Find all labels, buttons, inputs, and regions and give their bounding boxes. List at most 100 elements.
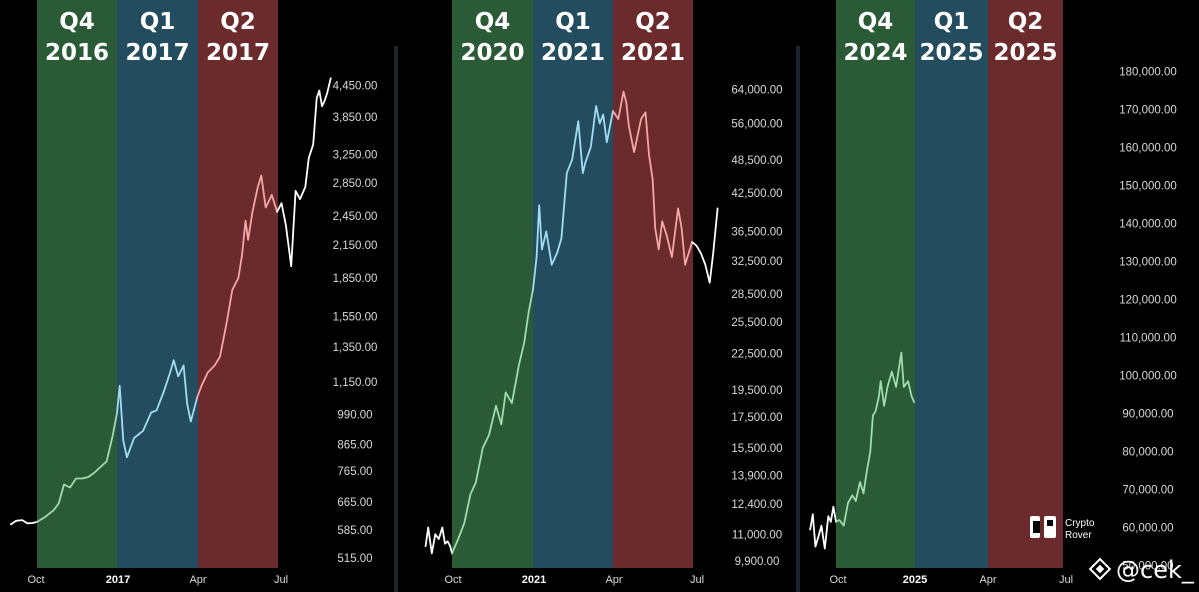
y-tick-label: 42,500.00 (731, 188, 782, 200)
price-line-pre (424, 526, 453, 555)
y-tick-label: 180,000.00 (1119, 66, 1177, 78)
y-tick-label: 60,000.00 (1122, 523, 1173, 535)
y-tick-label: 50,000.00 (1122, 561, 1173, 573)
quarter-band-q4-2016 (37, 0, 117, 568)
y-tick-label: 865.00 (337, 439, 372, 451)
x-tick-label: Jul (690, 574, 704, 586)
y-tick-label: 11,000.00 (732, 529, 782, 541)
y-tick-label: 32,500.00 (731, 256, 782, 268)
quarter-band-q1-2021 (533, 0, 613, 568)
crypto-rover-logo: Crypto Rover (1030, 516, 1095, 541)
x-tick-label: Apr (605, 574, 622, 586)
band-year-label: 2020 (460, 40, 524, 66)
band-year-label: 2017 (125, 40, 189, 66)
price-line-post (276, 77, 332, 268)
band-quarter-label: Q2 (635, 9, 671, 35)
y-tick-label: 120,000.00 (1119, 294, 1177, 306)
y-tick-label: 56,000.00 (731, 118, 782, 130)
y-tick-label: 70,000.00 (1122, 485, 1173, 497)
y-tick-label: 4,450.00 (333, 81, 378, 93)
y-tick-label: 1,350.00 (333, 342, 378, 354)
y-tick-label: 36,500.00 (731, 227, 782, 239)
band-year-label: 2025 (919, 40, 983, 66)
chart-panel-2016-2017: Q4 2016 Q1 2017 Q2 2017 4,450.00 3,850.00 3,250.… (10, 0, 378, 586)
x-tick-label: Oct (27, 574, 44, 586)
y-tick-label: 2,450.00 (333, 211, 378, 223)
y-tick-label: 585.00 (337, 525, 372, 537)
watermark-handle: @cek_ (1116, 556, 1195, 584)
quarter-band-q1-2017 (117, 0, 198, 568)
band-quarter-label: Q4 (59, 9, 95, 35)
y-tick-label: 64,000.00 (731, 85, 782, 97)
y-tick-label: 9,900.00 (735, 556, 780, 568)
price-line-q3 (612, 90, 693, 266)
y-tick-label: 25,500.00 (731, 317, 782, 329)
price-line-q2 (116, 359, 198, 459)
band-quarter-label: Q4 (475, 9, 511, 35)
y-tick-label: 170,000.00 (1119, 104, 1177, 116)
logo-r-shape (1044, 516, 1056, 538)
y-tick-label: 515.00 (337, 553, 372, 565)
y-tick-label: 665.00 (337, 497, 372, 509)
logo-c-cutout (1033, 521, 1040, 533)
band-quarter-label: Q1 (555, 9, 591, 35)
y-tick-label: 1,850.00 (333, 273, 378, 285)
y-tick-label: 28,500.00 (731, 289, 782, 301)
y-tick-label: 3,850.00 (333, 112, 378, 124)
y-tick-label: 140,000.00 (1119, 218, 1177, 230)
logo-r-cutout (1047, 520, 1053, 526)
y-tick-label: 17,500.00 (731, 412, 782, 424)
y-tick-label: 765.00 (337, 466, 372, 478)
quarter-band-q4-2020 (452, 0, 533, 568)
y-tick-label: 110,000.00 (1120, 333, 1177, 345)
band-quarter-label: Q2 (220, 9, 256, 35)
y-tick-label: 2,850.00 (333, 178, 378, 190)
y-tick-label: 2,150.00 (333, 240, 378, 252)
x-tick-label: 2021 (522, 574, 546, 586)
price-line-q1 (835, 351, 915, 527)
x-tick-label: Apr (189, 574, 206, 586)
band-year-label: 2021 (541, 40, 605, 66)
price-line-q1 (36, 412, 118, 523)
y-tick-label: 3,250.00 (333, 149, 378, 161)
y-tick-label: 150,000.00 (1119, 180, 1177, 192)
y-tick-label: 22,500.00 (731, 349, 782, 361)
x-tick-label: Apr (979, 574, 996, 586)
band-year-label: 2021 (621, 40, 685, 66)
quarter-band-q1-2025 (915, 0, 988, 568)
y-tick-label: 90,000.00 (1122, 409, 1173, 421)
y-tick-label: 48,500.00 (731, 155, 782, 167)
price-line-post (691, 207, 719, 284)
y-tick-label: 990.00 (337, 410, 372, 422)
x-tick-label: Oct (829, 574, 846, 586)
y-tick-label: 12,400.00 (731, 499, 782, 511)
y-tick-label: 100,000.00 (1119, 371, 1177, 383)
y-tick-label: 13,900.00 (731, 470, 782, 482)
band-year-label: 2017 (206, 40, 270, 66)
band-year-label: 2016 (45, 40, 109, 66)
x-tick-label: Jul (1059, 574, 1073, 586)
x-tick-label: 2025 (903, 574, 927, 586)
panel-separator (394, 46, 398, 592)
quarter-band-q4-2024 (836, 0, 915, 568)
price-line-q2 (532, 105, 614, 291)
y-tick-label: 1,550.00 (333, 312, 378, 324)
price-line-q3 (196, 174, 278, 399)
y-tick-label: 19,500.00 (731, 385, 782, 397)
y-tick-label: 130,000.00 (1119, 256, 1177, 268)
panel-separator (796, 46, 800, 592)
branding-line2: Rover (1065, 530, 1092, 541)
y-tick-label: 15,500.00 (731, 443, 782, 455)
quarter-band-q2-2021 (613, 0, 693, 568)
price-line-pre (10, 519, 38, 526)
price-line-pre (809, 505, 837, 550)
x-tick-label: Oct (444, 574, 461, 586)
quarter-band-q2-2017 (198, 0, 278, 568)
band-year-label: 2025 (993, 40, 1057, 66)
quarter-band-q2-2025 (988, 0, 1063, 568)
chart-panel-2020-2021: Q4 2020 Q1 2021 Q2 2021 64,000.00 56,000.00 48,5… (424, 0, 783, 586)
band-quarter-label: Q4 (858, 9, 894, 35)
band-quarter-label: Q2 (1008, 9, 1044, 35)
chart-panel-2024-2025: Q4 2024 Q1 2025 Q2 2025 180,000.00 170,000.00 16… (809, 0, 1177, 586)
